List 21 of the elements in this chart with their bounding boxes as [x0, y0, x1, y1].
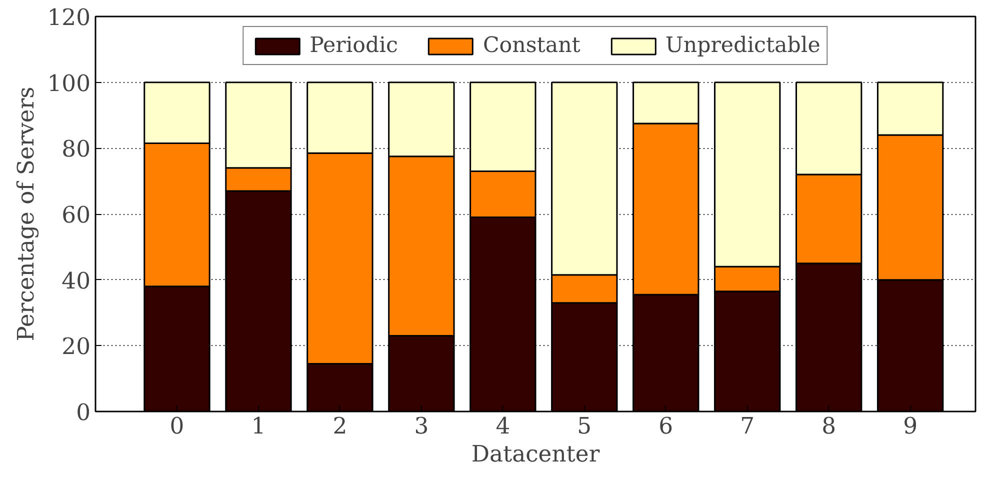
x-tick-label: 5 — [577, 414, 592, 440]
legend-label: Unpredictable — [665, 33, 820, 58]
x-tick-label: 1 — [251, 414, 266, 440]
x-tick-label: 3 — [414, 414, 429, 440]
x-tick-label: 2 — [332, 414, 348, 440]
x-tick-label: 9 — [903, 414, 918, 440]
x-tick-label: 0 — [170, 414, 184, 440]
y-tick-label: 20 — [62, 334, 91, 360]
y-tick-label: 80 — [62, 136, 91, 163]
y-tick-label: 60 — [62, 202, 91, 228]
legend-label: Periodic — [310, 33, 398, 58]
y-tick-label: 100 — [47, 70, 91, 97]
x-axis-title: Datacenter — [471, 442, 600, 468]
y-tick-label: 120 — [47, 5, 91, 31]
legend-label: Constant — [482, 33, 580, 58]
x-tick-label: 4 — [496, 414, 510, 440]
y-tick-label: 40 — [62, 268, 91, 294]
y-axis-title: Percentage of Servers — [13, 86, 40, 342]
x-tick-label: 8 — [822, 414, 836, 440]
x-tick-label: 6 — [658, 414, 674, 440]
x-tick-label: 7 — [740, 414, 755, 440]
